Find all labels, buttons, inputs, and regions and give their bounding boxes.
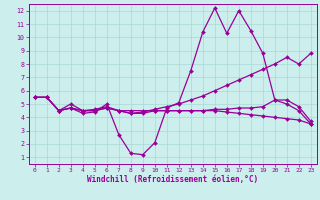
X-axis label: Windchill (Refroidissement éolien,°C): Windchill (Refroidissement éolien,°C)	[87, 175, 258, 184]
